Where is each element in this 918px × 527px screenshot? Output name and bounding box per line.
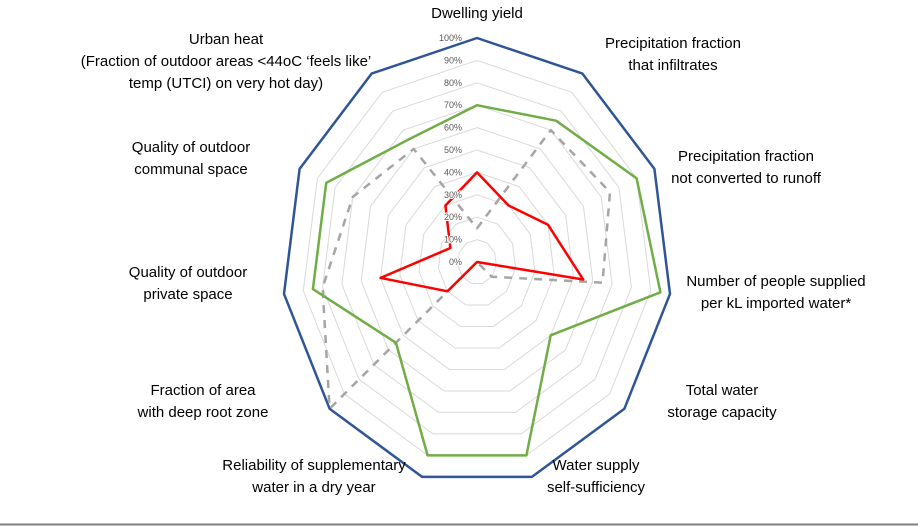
grid-ring-20 xyxy=(437,216,517,306)
radial-tick-label-0%: 0% xyxy=(449,257,462,267)
axis-label-1: Precipitation fraction that infiltrates xyxy=(605,35,741,74)
radial-tick-label-10%: 10% xyxy=(444,235,462,245)
grid-ring-70 xyxy=(341,104,613,413)
axis-label-8: Quality of outdoor private space xyxy=(129,264,247,303)
series-green-solid xyxy=(311,103,662,457)
series-gray-dashed xyxy=(321,128,612,410)
radial-tick-label-20%: 20% xyxy=(444,212,462,222)
grid-ring-30 xyxy=(418,194,536,327)
radial-tick-label-100%: 100% xyxy=(439,33,462,43)
axis-label-3: Number of people supplied per kL imported… xyxy=(686,273,865,312)
grid-ring-100 xyxy=(283,37,671,478)
grid-ring-80 xyxy=(322,82,632,435)
radial-tick-label-90%: 90% xyxy=(444,55,462,65)
axis-label-10: Urban heat (Fraction of outdoor areas <44… xyxy=(81,31,372,92)
axis-label-2: Precipitation fraction not converted to r… xyxy=(671,148,822,187)
axis-label-5: Water supply self-sufficiency xyxy=(547,457,646,496)
axis-label-4: Total water storage capacity xyxy=(667,382,777,421)
grid-ring-60 xyxy=(360,127,594,392)
radial-tick-label-60%: 60% xyxy=(444,123,462,133)
axis-label-7: Fraction of area with deep root zone xyxy=(137,382,269,421)
grid-ring-40 xyxy=(399,171,555,349)
radial-tick-label-30%: 30% xyxy=(444,190,462,200)
axis-label-6: Reliability of supplementary water in a d… xyxy=(222,457,406,496)
radial-tick-label-40%: 40% xyxy=(444,167,462,177)
grid-ring-90 xyxy=(302,59,652,456)
grid-ring-10 xyxy=(457,239,497,284)
radial-tick-label-50%: 50% xyxy=(444,145,462,155)
series-red-solid xyxy=(379,171,585,293)
grid-ring-50 xyxy=(379,149,575,370)
radial-tick-label-80%: 80% xyxy=(444,78,462,88)
series-blue-solid xyxy=(282,36,672,479)
axis-label-9: Quality of outdoor communal space xyxy=(132,139,250,178)
radial-tick-label-70%: 70% xyxy=(444,100,462,110)
axis-label-0: Dwelling yield xyxy=(431,5,523,22)
